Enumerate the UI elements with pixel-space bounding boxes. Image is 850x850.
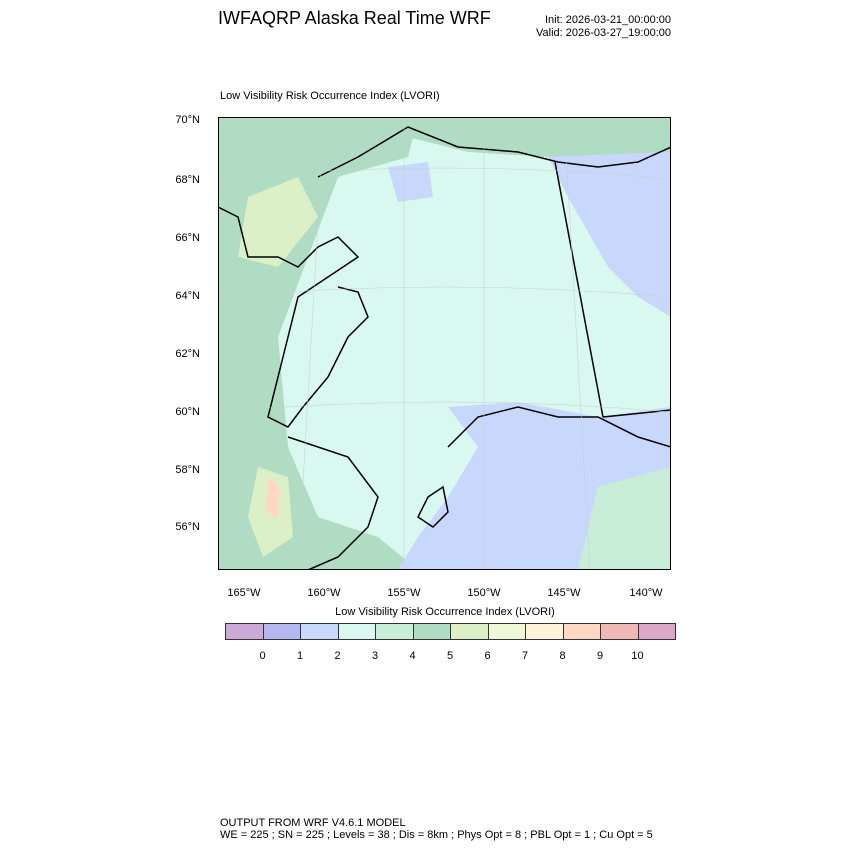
lat-label: 56°N <box>175 521 200 533</box>
colorbar-label: 10 <box>631 650 644 662</box>
colorbar-label: 8 <box>559 650 566 662</box>
colorbar-swatch <box>563 624 601 639</box>
lon-label: 145°W <box>547 587 581 599</box>
lat-label: 70°N <box>175 114 200 126</box>
colorbar-label: 1 <box>296 650 304 662</box>
green-sea-patch <box>578 467 671 570</box>
arctic-region <box>218 117 671 162</box>
lon-label: 155°W <box>387 587 421 599</box>
colorbar <box>225 623 676 640</box>
lat-label: 66°N <box>175 232 200 244</box>
lvori-map <box>218 117 671 570</box>
colorbar-label: 9 <box>596 650 604 662</box>
lon-label: 140°W <box>629 587 663 599</box>
colorbar-swatch <box>488 624 526 639</box>
lon-label: 150°W <box>467 587 501 599</box>
init-time: Init: 2026-03-21_00:00:00 <box>545 14 671 26</box>
lat-label: 68°N <box>175 174 200 186</box>
colorbar-label: 6 <box>484 650 491 662</box>
colorbar-label: 7 <box>521 650 529 662</box>
colorbar-swatch <box>601 624 639 639</box>
colorbar-swatch <box>376 624 414 639</box>
colorbar-label: 2 <box>334 650 341 662</box>
colorbar-swatch <box>226 624 264 639</box>
colorbar-swatch <box>263 624 301 639</box>
colorbar-swatch <box>338 624 376 639</box>
colorbar-label: 5 <box>446 650 454 662</box>
blue-patch <box>388 162 433 202</box>
footer-model: OUTPUT FROM WRF V4.6.1 MODEL <box>220 817 406 829</box>
coastlines <box>218 126 671 570</box>
lon-label: 165°W <box>227 587 261 599</box>
footer-config: WE = 225 ; SN = 225 ; Levels = 38 ; Dis … <box>220 829 653 841</box>
page-title: IWFAQRP Alaska Real Time WRF <box>218 8 491 28</box>
colorbar-title: Low Visibility Risk Occurrence Index (LV… <box>335 606 555 618</box>
graticule <box>218 117 671 570</box>
colorbar-swatch <box>301 624 339 639</box>
lat-label: 58°N <box>175 464 200 476</box>
lat-label: 60°N <box>175 406 200 418</box>
colorbar-label: 3 <box>371 650 379 662</box>
valid-time: Valid: 2026-03-27_19:00:00 <box>536 27 671 39</box>
yellow-green-patch <box>238 177 318 267</box>
lat-label: 64°N <box>175 290 200 302</box>
colorbar-swatch <box>451 624 489 639</box>
colorbar-swatch <box>638 624 675 639</box>
map-frame <box>218 117 671 570</box>
colorbar-swatch <box>413 624 451 639</box>
lon-label: 160°W <box>307 587 341 599</box>
orange-patch <box>266 477 280 517</box>
colorbar-swatch <box>526 624 564 639</box>
colorbar-label: 4 <box>409 650 416 662</box>
lat-label: 62°N <box>175 348 200 360</box>
colorbar-label: 0 <box>259 650 266 662</box>
northeast-blue <box>548 152 671 317</box>
map-subtitle: Low Visibility Risk Occurrence Index (LV… <box>220 90 440 102</box>
